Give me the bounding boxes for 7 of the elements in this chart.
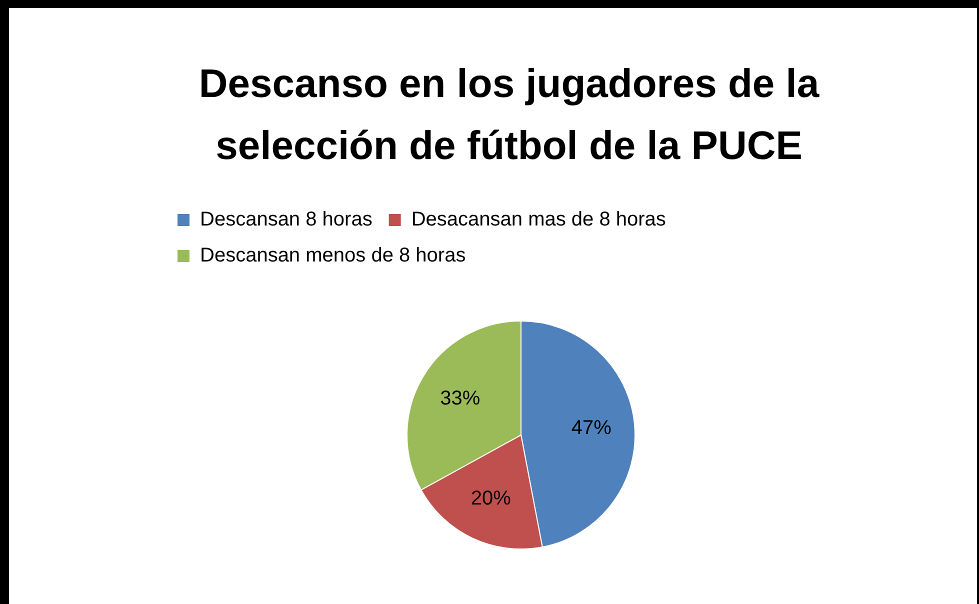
chart-title: Descanso en los jugadores de la selección de fútbol de la PUCE (198, 61, 820, 170)
legend-label: Descansan menos de 8 horas (200, 244, 466, 267)
legend-label: Desacansan mas de 8 horas (411, 208, 666, 231)
data-label: 20% (470, 487, 512, 510)
data-label: 33% (440, 388, 480, 410)
legend-label: Descansan 8 horas (200, 208, 372, 231)
data-label: 47% (571, 416, 612, 439)
